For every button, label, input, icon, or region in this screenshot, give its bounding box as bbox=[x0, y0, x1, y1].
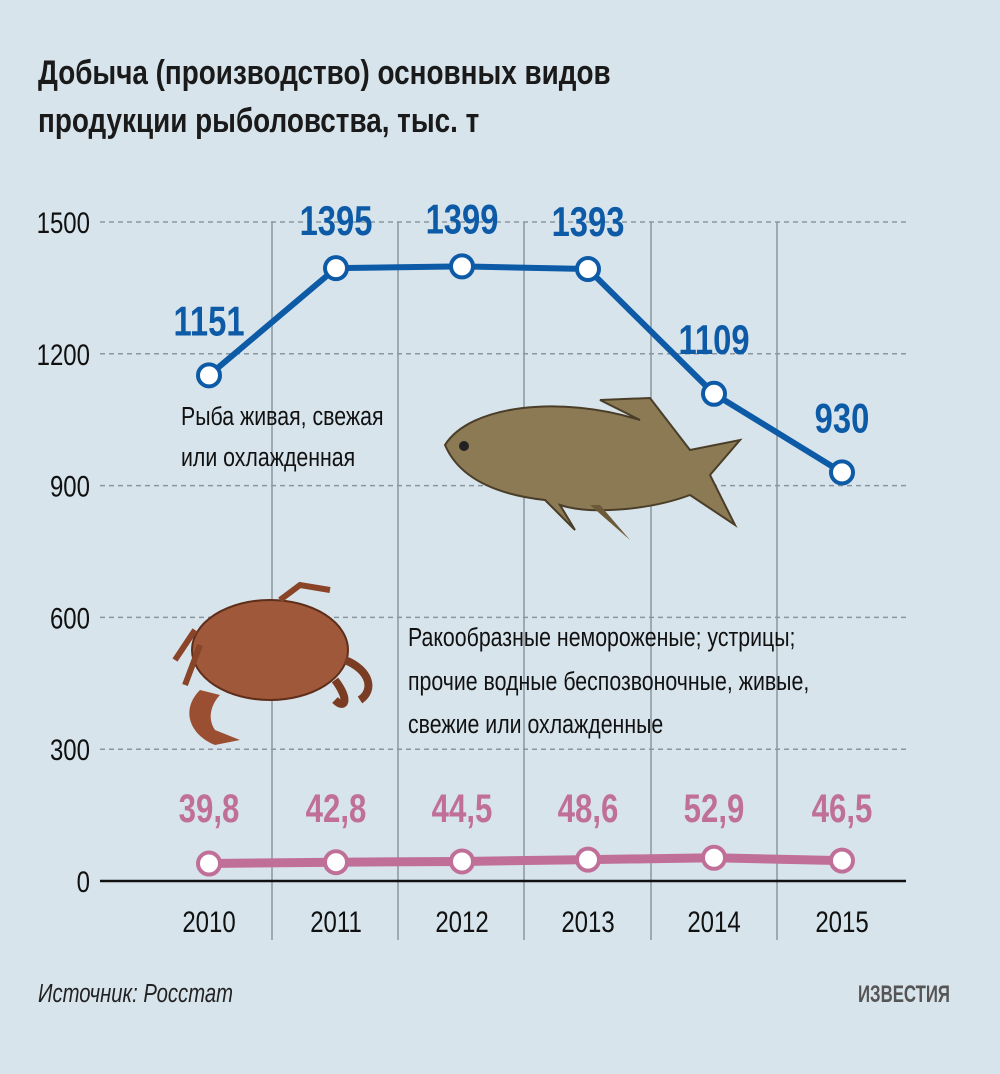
data-label-group: 1399 bbox=[426, 195, 499, 242]
data-point bbox=[323, 255, 349, 282]
x-tick-label: 2015 bbox=[815, 904, 868, 938]
crab-illustration bbox=[172, 581, 373, 745]
data-label-group: 1151 bbox=[173, 297, 244, 344]
series-label-crustaceans-3: свежие или охлажденные bbox=[408, 710, 663, 740]
data-label: 1395 bbox=[300, 197, 373, 244]
crustaceans-line bbox=[208, 853, 843, 869]
data-label: 44,5 bbox=[432, 786, 493, 831]
x-axis-ticks: 2010 2011 2012 2013 2014 2015 bbox=[182, 904, 868, 938]
grid bbox=[100, 221, 906, 940]
chart-title-line-2: продукции рыболовства, тыс. т bbox=[38, 101, 479, 139]
data-point bbox=[196, 850, 222, 877]
data-label-group: 52,9 bbox=[684, 786, 745, 831]
data-label: 52,9 bbox=[684, 786, 745, 831]
x-tick-label: 2010 bbox=[182, 904, 235, 938]
y-tick-group: 900 bbox=[50, 469, 90, 503]
data-point bbox=[449, 848, 475, 875]
fish-line bbox=[207, 263, 844, 475]
series-label-fish-1: Рыба живая, свежая bbox=[181, 402, 384, 432]
data-label: 1393 bbox=[552, 198, 625, 245]
data-label-group: 1109 bbox=[678, 316, 749, 363]
data-label: 46,5 bbox=[812, 786, 873, 831]
data-label: 930 bbox=[815, 395, 870, 442]
y-tick-group: 300 bbox=[50, 733, 90, 767]
data-point bbox=[701, 380, 727, 407]
data-label: 1151 bbox=[173, 297, 244, 344]
data-label-group: 1393 bbox=[552, 198, 625, 245]
data-label-group: 42,8 bbox=[306, 786, 367, 831]
chart-title-line-1: Добыча (производство) основных видов bbox=[38, 53, 611, 91]
data-label-group: 46,5 bbox=[812, 786, 873, 831]
data-point bbox=[701, 844, 727, 871]
data-point bbox=[575, 846, 601, 873]
x-tick-label: 2013 bbox=[561, 904, 614, 938]
y-tick-group: 600 bbox=[50, 601, 90, 635]
y-tick-group: 1200 bbox=[37, 337, 90, 371]
y-tick-label: 0 bbox=[77, 864, 90, 898]
data-point bbox=[323, 849, 349, 876]
y-tick-label: 900 bbox=[50, 469, 90, 503]
source-note: Источник: Росстат bbox=[38, 979, 233, 1008]
data-label: 1399 bbox=[426, 195, 499, 242]
data-label-group: 44,5 bbox=[432, 786, 493, 831]
fish-illustration bbox=[443, 396, 743, 540]
y-tick-label: 600 bbox=[50, 601, 90, 635]
x-tick-group: 2014 bbox=[687, 904, 740, 938]
x-tick-group: 2012 bbox=[435, 904, 488, 938]
y-tick-label: 1200 bbox=[37, 337, 90, 371]
data-label-group: 39,8 bbox=[179, 786, 240, 831]
data-label-group: 48,6 bbox=[558, 786, 619, 831]
data-label: 48,6 bbox=[558, 786, 619, 831]
y-tick-group: 0 bbox=[77, 864, 90, 898]
x-tick-label: 2011 bbox=[310, 904, 362, 938]
x-tick-group: 2010 bbox=[182, 904, 235, 938]
series-label-crustaceans-2: прочие водные беспозвоночные, живые, bbox=[408, 667, 809, 697]
data-label: 42,8 bbox=[306, 786, 367, 831]
data-label: 39,8 bbox=[179, 786, 240, 831]
x-tick-group: 2013 bbox=[561, 904, 614, 938]
data-label-group: 1395 bbox=[300, 197, 373, 244]
series-label-crustaceans-1: Ракообразные немороженые; устрицы; bbox=[408, 623, 795, 653]
data-point bbox=[829, 847, 855, 874]
series-label-fish-2: или охлажденная bbox=[181, 443, 355, 473]
y-tick-label: 1500 bbox=[37, 205, 90, 239]
x-tick-label: 2014 bbox=[687, 904, 740, 938]
data-point bbox=[196, 362, 222, 389]
data-point bbox=[829, 459, 855, 486]
data-label: 1109 bbox=[678, 316, 749, 363]
y-tick-label: 300 bbox=[50, 733, 90, 767]
data-label-group: 930 bbox=[815, 395, 870, 442]
y-axis-ticks: 0 300 600 900 1200 1500 bbox=[37, 205, 90, 898]
izvestia-logo: ИЗВЕСТИЯ bbox=[858, 981, 950, 1008]
x-tick-group: 2015 bbox=[815, 904, 868, 938]
x-tick-label: 2012 bbox=[435, 904, 488, 938]
x-tick-group: 2011 bbox=[310, 904, 362, 938]
y-tick-group: 1500 bbox=[37, 205, 90, 239]
series: 1151 1395 1399 1393 1109 930 39,8 42,8 44,5 48,6 5… bbox=[173, 195, 873, 877]
data-point bbox=[449, 253, 475, 280]
data-point bbox=[575, 256, 601, 283]
